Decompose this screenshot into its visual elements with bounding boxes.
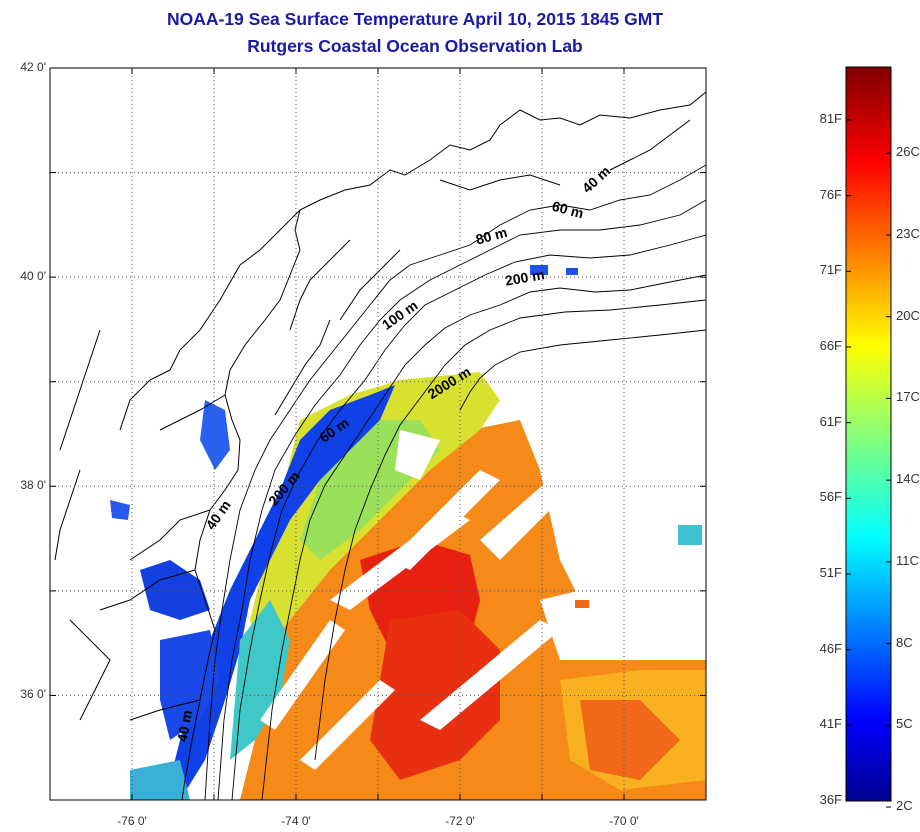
colorbar-f-label: 51F (819, 564, 842, 580)
coastline (54, 91, 706, 800)
contour-label: 40 m (174, 709, 195, 743)
colorbar-c-label: 17C (896, 389, 920, 405)
latitude-label: 36 0' (20, 687, 46, 702)
contour-label: 40 m (579, 163, 613, 196)
longitude-label: -74 0' (281, 814, 311, 828)
colorbar-f-label: 46F (819, 640, 842, 656)
colorbar-f-label: 61F (819, 413, 842, 429)
colorbar-c-label: 5C (896, 716, 913, 732)
contour-label: 40 m (202, 497, 233, 532)
latitude-label: 40 0' (20, 269, 46, 284)
colorbar-c-label: 11C (896, 552, 919, 568)
bathymetry-contours (204, 164, 706, 800)
colorbar-c-label: 2C (896, 798, 913, 814)
colorbar-f-label: 81F (819, 110, 842, 126)
longitude-label: -76 0' (117, 814, 147, 828)
colorbar (845, 66, 892, 802)
sst-field (110, 265, 706, 800)
colorbar-c-label: 14C (896, 471, 920, 487)
map-subtitle: Rutgers Coastal Ocean Observation Lab (247, 36, 583, 56)
colorbar-f-label: 76F (819, 186, 842, 202)
contour-label: 100 m (379, 297, 421, 333)
colorbar-c-label: 23C (896, 225, 920, 241)
colorbar-ticks (846, 119, 891, 808)
map-ticks (49, 67, 707, 801)
contour-label: 60 m (550, 198, 585, 222)
colorbar-f-label: 41F (819, 716, 842, 732)
map-grid (50, 68, 706, 800)
colorbar-f-label: 36F (819, 792, 842, 807)
longitude-label: -72 0' (445, 814, 475, 828)
latitude-label: 38 0' (20, 478, 46, 493)
colorbar-c-label: 8C (896, 634, 913, 650)
colorbar-c-label: 20C (896, 307, 920, 323)
contour-label: 80 m (474, 224, 509, 248)
colorbar-f-label: 71F (819, 262, 842, 278)
colorbar-f-label: 66F (819, 337, 842, 353)
map-title: NOAA-19 Sea Surface Temperature April 10… (166, 9, 664, 29)
colorbar-c-label: 26C (896, 144, 920, 160)
colorbar-f-label: 56F (819, 489, 842, 505)
contour-label: 200 m (504, 266, 546, 289)
latitude-label: 42 0' (20, 60, 46, 74)
longitude-label: -70 0' (609, 814, 639, 828)
